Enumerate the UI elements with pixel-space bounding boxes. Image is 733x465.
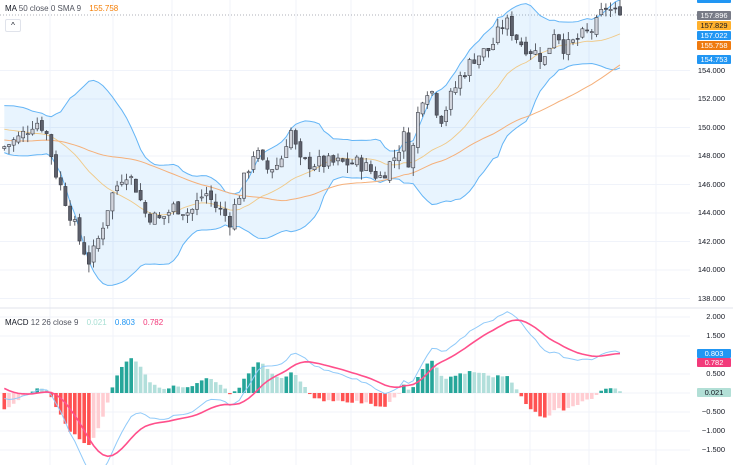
price-axis-tick: 150.000 bbox=[697, 122, 725, 132]
bollinger-basis bbox=[4, 33, 621, 216]
chevron-up-icon: ^ bbox=[11, 21, 15, 30]
macd-axis-tick: −1.500 bbox=[701, 445, 725, 454]
macd-axis-tick: 0.500 bbox=[706, 369, 725, 378]
price-axis-tick: 144.000 bbox=[697, 208, 725, 217]
macd-line bbox=[4, 311, 621, 465]
macd-legend-name: MACD bbox=[5, 318, 29, 327]
price-tag: 154.753 bbox=[697, 55, 731, 64]
price-tag: 157.896 bbox=[697, 11, 731, 20]
bollinger-band-fill bbox=[4, 0, 620, 286]
macd-histogram bbox=[2, 358, 622, 445]
price-tag: 155.758 bbox=[697, 41, 731, 50]
candles bbox=[2, 0, 622, 273]
macd-hist-value: 0.021 bbox=[86, 318, 107, 327]
ma-legend-name: MA bbox=[5, 4, 17, 13]
macd-axis-tick: 1.500 bbox=[706, 331, 725, 340]
ma-legend-value: 155.758 bbox=[89, 4, 119, 13]
price-tag: 0.021 bbox=[697, 388, 731, 397]
price-tag bbox=[697, 0, 731, 3]
bollinger-lower bbox=[4, 62, 621, 286]
price-axis-tick: 142.000 bbox=[697, 236, 725, 246]
price-tag: 157.022 bbox=[697, 31, 731, 40]
price-tag: 0.782 bbox=[697, 358, 731, 367]
price-tag: 157.829 bbox=[697, 21, 731, 30]
bollinger-upper bbox=[4, 0, 621, 195]
ma-legend-params: 50 close 0 SMA 9 bbox=[18, 4, 82, 13]
collapse-legend-button[interactable]: ^ bbox=[5, 19, 21, 32]
macd-axis-tick: −1.000 bbox=[701, 426, 725, 435]
ma50-line bbox=[4, 64, 621, 202]
price-tag: 0.803 bbox=[697, 349, 731, 358]
macd-signal-value: 0.782 bbox=[143, 318, 164, 327]
macd-axis-tick: −0.500 bbox=[701, 407, 725, 416]
price-axis-tick: 148.000 bbox=[697, 151, 725, 160]
signal-line bbox=[3, 319, 621, 458]
price-axis-tick: 146.000 bbox=[697, 179, 725, 189]
grid bbox=[0, 0, 690, 465]
macd-line-value: 0.803 bbox=[114, 318, 135, 327]
price-axis-tick: 154.000 bbox=[697, 65, 725, 75]
price-axis-tick: 138.000 bbox=[697, 293, 725, 303]
ma-legend[interactable]: MA 50 close 0 SMA 9 155.758 bbox=[5, 4, 118, 13]
price-axis-tick: 140.000 bbox=[697, 265, 725, 274]
macd-axis-tick: 2.000 bbox=[706, 312, 725, 321]
macd-legend[interactable]: MACD 12 26 close 9 0.021 0.803 0.782 bbox=[5, 318, 163, 327]
price-axis-tick: 152.000 bbox=[697, 94, 725, 103]
macd-legend-params: 12 26 close 9 bbox=[30, 318, 79, 327]
